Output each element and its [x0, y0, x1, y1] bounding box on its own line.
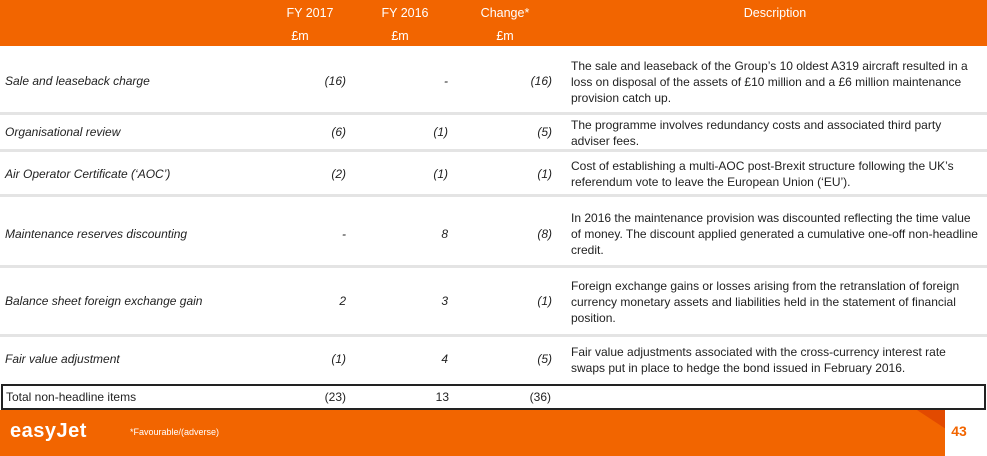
row-description: The sale and leaseback of the Group’s 10… — [571, 59, 968, 105]
row-divider — [0, 149, 987, 152]
value-fy2016: 8 — [441, 227, 448, 241]
table-row: Balance sheet foreign exchange gain 2 3 … — [0, 268, 987, 334]
table-row: Sale and leaseback charge (16) - (16) Th… — [0, 48, 987, 112]
table-row: Organisational review (6) (1) (5) The pr… — [0, 115, 987, 149]
value-fy2017: (16) — [324, 74, 346, 88]
header-change: Change* — [480, 6, 530, 20]
row-divider — [0, 265, 987, 268]
value-fy2017: (6) — [331, 125, 346, 139]
value-change: (5) — [537, 125, 552, 139]
unit-fy2016: £m — [391, 29, 409, 43]
value-fy2016: 3 — [441, 294, 448, 308]
row-divider — [0, 112, 987, 115]
row-divider — [0, 194, 987, 197]
row-label: Maintenance reserves discounting — [5, 227, 188, 241]
value-fy2016: (1) — [433, 125, 448, 139]
total-fy2016: 13 — [435, 390, 449, 404]
row-label: Organisational review — [5, 125, 121, 139]
value-change: (8) — [537, 227, 552, 241]
value-fy2016: (1) — [433, 167, 448, 181]
table-header: FY 2017 FY 2016 Change* Description £m £… — [0, 0, 987, 46]
total-fy2017: (23) — [324, 390, 346, 404]
total-change: (36) — [529, 390, 551, 404]
header-fy2017: FY 2017 — [286, 6, 334, 20]
row-label: Air Operator Certificate (‘AOC’) — [5, 167, 171, 181]
unit-fy2017: £m — [291, 29, 309, 43]
value-fy2016: - — [444, 74, 448, 88]
table-row: Air Operator Certificate (‘AOC’) (2) (1)… — [0, 152, 987, 194]
row-divider — [0, 334, 987, 337]
value-fy2017: 2 — [339, 294, 346, 308]
header-description: Description — [743, 6, 807, 20]
total-row: Total non-headline items (23) 13 (36) — [1, 384, 986, 410]
value-fy2017: - — [342, 227, 346, 241]
value-change: (5) — [537, 352, 552, 366]
total-label: Total non-headline items — [6, 390, 137, 404]
row-label: Fair value adjustment — [5, 352, 120, 366]
header-fy2016: FY 2016 — [381, 6, 429, 20]
row-description: Foreign exchange gains or losses arising… — [571, 279, 960, 325]
footer-bar: easyJet *Favourable/(adverse) 43 — [0, 410, 987, 456]
footnote: *Favourable/(adverse) — [130, 427, 220, 437]
value-fy2017: (2) — [331, 167, 346, 181]
value-change: (1) — [537, 167, 552, 181]
row-description: Cost of establishing a multi-AOC post-Br… — [571, 159, 954, 189]
page-number: 43 — [951, 423, 967, 439]
value-fy2017: (1) — [331, 352, 346, 366]
table-row: Fair value adjustment (1) 4 (5) Fair val… — [0, 337, 987, 383]
unit-change: £m — [496, 29, 514, 43]
row-description: The programme involves redundancy costs … — [571, 118, 942, 148]
row-description: In 2016 the maintenance provision was di… — [571, 211, 978, 257]
table-row: Maintenance reserves discounting - 8 (8)… — [0, 197, 987, 265]
value-fy2016: 4 — [441, 352, 448, 366]
easyjet-logo: easyJet — [10, 420, 87, 442]
row-description: Fair value adjustments associated with t… — [571, 345, 946, 375]
row-label: Balance sheet foreign exchange gain — [5, 294, 203, 308]
value-change: (1) — [537, 294, 552, 308]
row-label: Sale and leaseback charge — [5, 74, 150, 88]
value-change: (16) — [530, 74, 552, 88]
page-number-box — [945, 410, 987, 456]
